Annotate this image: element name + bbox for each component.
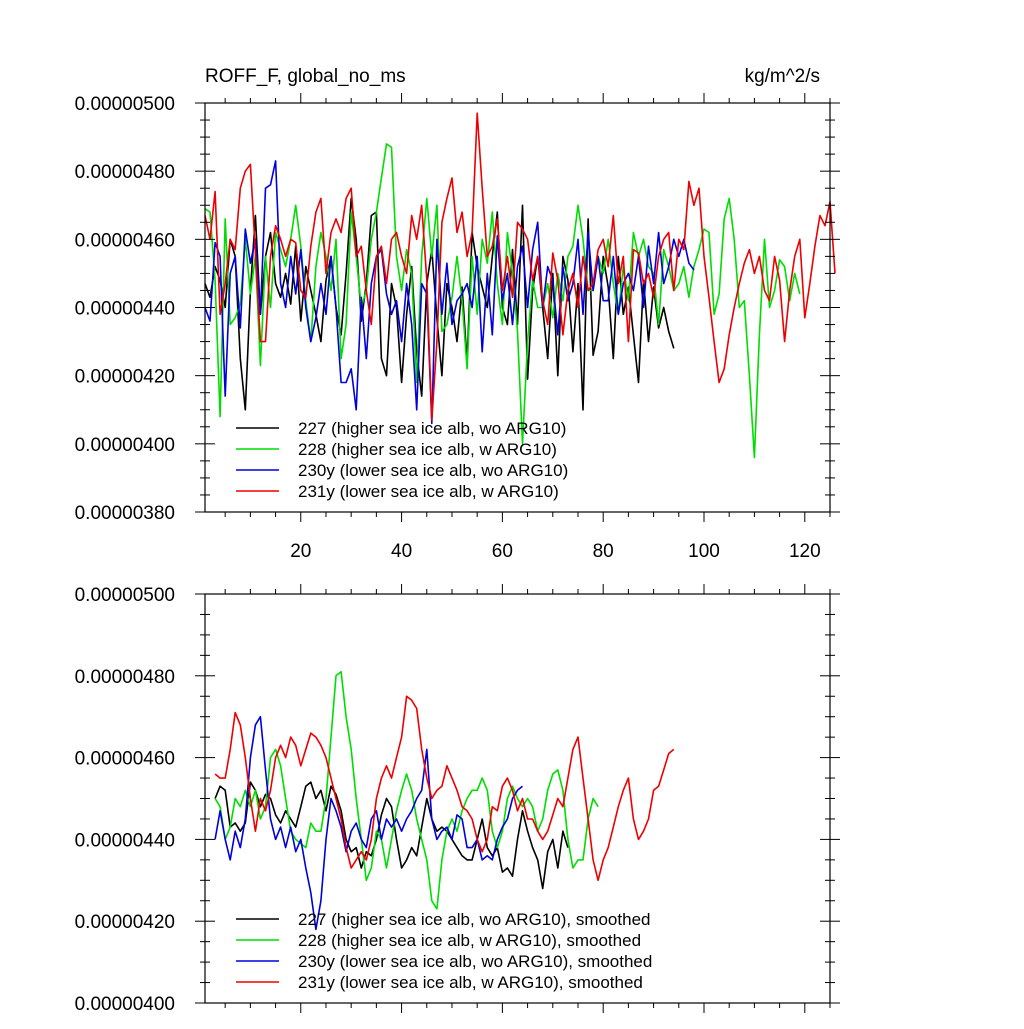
y-tick-label: 0.00000380 — [75, 503, 175, 524]
y-tick-label: 0.00000400 — [75, 994, 175, 1015]
y-tick-label: 0.00000420 — [75, 912, 175, 933]
bottom-panel-plot: 0.00000400 0.00000420 0.00000440 0.00000460… — [75, 584, 840, 1015]
x-tick-label: 20 — [290, 541, 311, 562]
x-tick-label: 40 — [391, 541, 412, 562]
x-tick-label: 60 — [492, 541, 513, 562]
top-panel-plot: 0.00000380 0.00000400 0.00000420 0.00000440… — [75, 66, 840, 562]
series-line-1 — [214, 781, 569, 890]
series-line-4 — [204, 112, 836, 421]
legend-label-3: 230y (lower sea ice alb, wo ARG10) — [298, 461, 568, 480]
y-tick-label: 0.00000420 — [75, 367, 175, 388]
y-tick-label: 0.00000400 — [75, 435, 175, 456]
series-line-3 — [204, 160, 695, 425]
legend-label-4: 231y (lower sea ice alb, w ARG10), smoot… — [298, 973, 643, 992]
series-line-3 — [214, 715, 524, 931]
y-tick-label: 0.00000440 — [75, 830, 175, 851]
legend-label-1: 227 (higher sea ice alb, wo ARG10), smoo… — [298, 910, 650, 929]
series-line-4 — [214, 695, 675, 882]
y-tick-label: 0.00000460 — [75, 230, 175, 251]
x-tick-label: 80 — [593, 541, 614, 562]
units-label: kg/m^2/s — [745, 66, 820, 87]
series-line-2 — [214, 670, 599, 910]
x-tick-label: 120 — [789, 541, 821, 562]
y-tick-label: 0.00000440 — [75, 299, 175, 320]
y-tick-label: 0.00000500 — [75, 585, 175, 606]
legend-label-1: 227 (higher sea ice alb, wo ARG10) — [298, 419, 566, 438]
legend-label-4: 231y (lower sea ice alb, w ARG10) — [298, 482, 559, 501]
y-tick-label: 0.00000500 — [75, 94, 175, 115]
x-tick-label: 100 — [688, 541, 720, 562]
y-tick-label: 0.00000480 — [75, 162, 175, 183]
series-line-1 — [204, 197, 675, 411]
legend-label-2: 228 (higher sea ice alb, w ARG10), smoot… — [298, 931, 641, 950]
y-tick-label: 0.00000460 — [75, 749, 175, 770]
chart-title: ROFF_F, global_no_ms — [205, 66, 406, 87]
legend-label-3: 230y (lower sea ice alb, wo ARG10), smoo… — [298, 952, 652, 971]
y-tick-label: 0.00000480 — [75, 667, 175, 688]
legend-label-2: 228 (higher sea ice alb, w ARG10) — [298, 440, 557, 459]
